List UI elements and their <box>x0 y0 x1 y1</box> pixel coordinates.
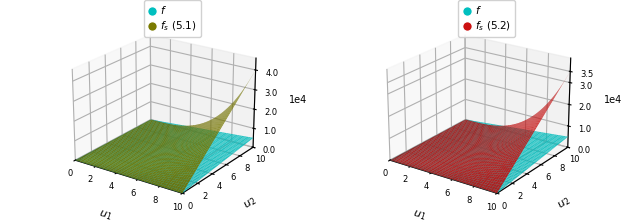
Legend: $f$, $f_s$ (5.2): $f$, $f_s$ (5.2) <box>458 0 515 37</box>
Legend: $f$, $f_s$ (5.1): $f$, $f_s$ (5.1) <box>143 0 201 37</box>
X-axis label: $u_1$: $u_1$ <box>97 207 113 223</box>
Y-axis label: $u_2$: $u_2$ <box>241 195 259 212</box>
Y-axis label: $u_2$: $u_2$ <box>556 195 573 212</box>
X-axis label: $u_1$: $u_1$ <box>412 207 428 223</box>
